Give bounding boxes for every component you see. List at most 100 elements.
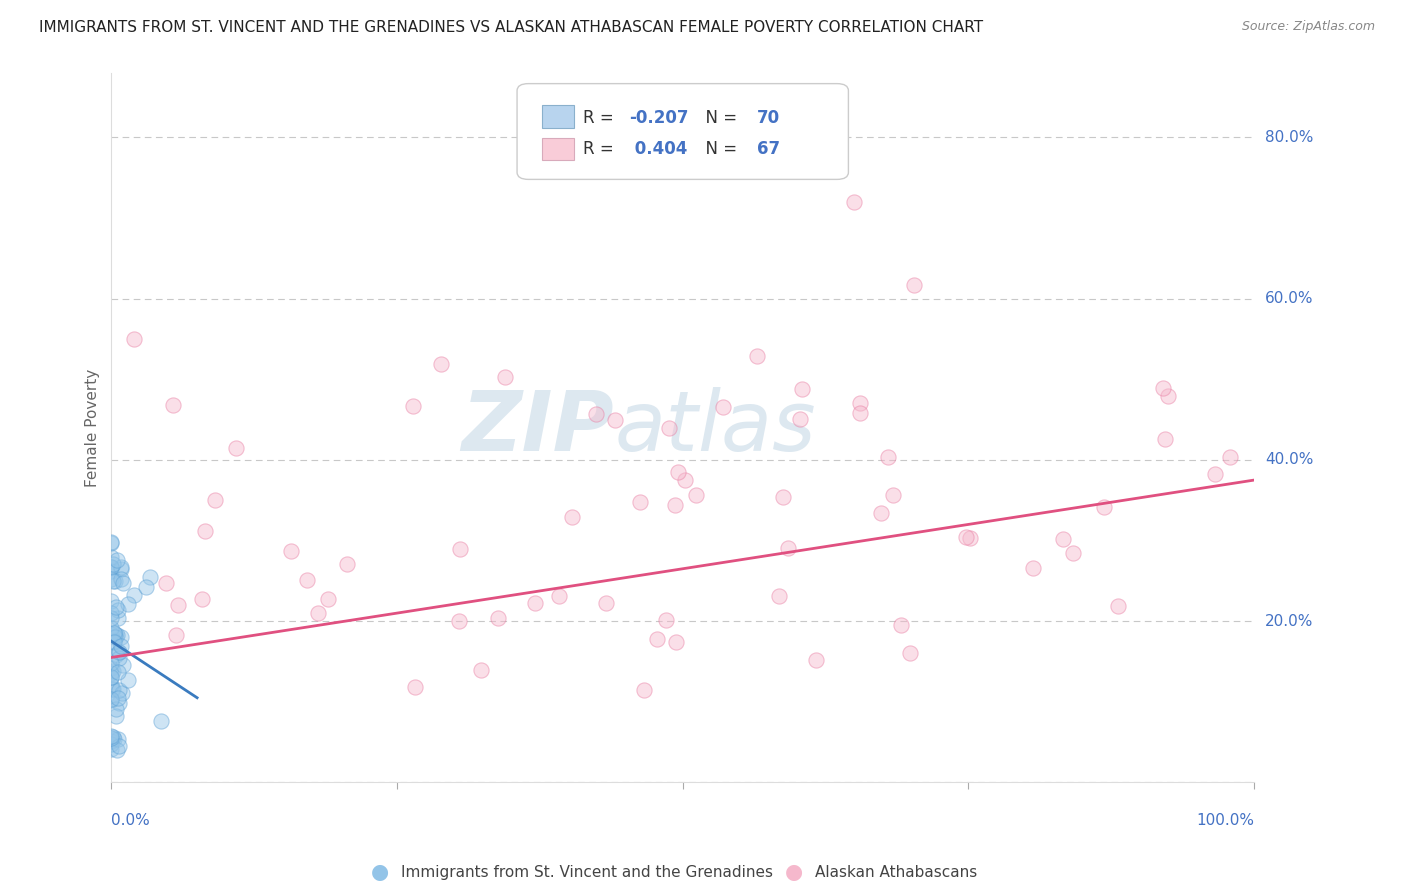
Point [1094, 500, 1116, 515]
Point [100, 734, 122, 748]
Point [107, 732, 129, 747]
Point [898, 646, 921, 660]
Point [103, 635, 125, 649]
Point [494, 370, 516, 384]
Text: -0.207: -0.207 [628, 109, 689, 127]
Text: Alaskan Athabascans: Alaskan Athabascans [815, 865, 977, 880]
Point [111, 686, 134, 700]
Point [101, 664, 124, 678]
Text: R =: R = [583, 109, 619, 127]
Text: 60.0%: 60.0% [1265, 291, 1313, 306]
Point [100, 670, 122, 684]
Point [103, 682, 125, 697]
Point [110, 630, 132, 644]
Point [100, 737, 122, 751]
Point [100, 742, 122, 756]
Point [122, 588, 145, 602]
Point [100, 622, 122, 636]
Point [890, 618, 912, 632]
Point [959, 531, 981, 545]
Point [772, 490, 794, 504]
Point [778, 541, 800, 555]
Point [1022, 561, 1045, 575]
Point [307, 606, 329, 620]
Point [105, 628, 128, 642]
Point [105, 553, 128, 567]
Point [100, 692, 122, 706]
Point [316, 591, 339, 606]
Point [110, 560, 132, 574]
Point [100, 610, 122, 624]
Point [101, 730, 124, 744]
Point [104, 574, 127, 589]
Text: 67: 67 [756, 140, 780, 158]
Point [595, 596, 617, 610]
Point [842, 194, 865, 209]
Point [655, 613, 678, 627]
Point [104, 626, 127, 640]
Point [789, 412, 811, 426]
Point [107, 611, 129, 625]
Point [117, 673, 139, 687]
Point [524, 596, 547, 610]
Point [149, 714, 172, 728]
Point [585, 408, 607, 422]
Point [882, 488, 904, 502]
Point [194, 524, 217, 538]
Point [1152, 381, 1174, 395]
Point [100, 666, 122, 681]
Point [903, 277, 925, 292]
Point [104, 600, 127, 615]
Text: 100.0%: 100.0% [1197, 813, 1254, 828]
Point [100, 594, 122, 608]
Text: IMMIGRANTS FROM ST. VINCENT AND THE GRENADINES VS ALASKAN ATHABASCAN FEMALE POVE: IMMIGRANTS FROM ST. VINCENT AND THE GREN… [39, 20, 983, 35]
Point [107, 665, 129, 679]
Point [100, 606, 122, 620]
Point [429, 357, 451, 371]
Point [768, 589, 790, 603]
Point [104, 702, 127, 716]
Point [447, 615, 470, 629]
FancyBboxPatch shape [517, 84, 848, 179]
Text: ZIP: ZIP [461, 387, 614, 468]
Point [107, 691, 129, 706]
Point [110, 562, 132, 576]
Point [603, 413, 626, 427]
Point [664, 498, 686, 512]
Point [107, 682, 129, 697]
Y-axis label: Female Poverty: Female Poverty [86, 368, 100, 487]
Point [675, 473, 697, 487]
Point [280, 544, 302, 558]
Point [103, 631, 125, 645]
Point [1157, 389, 1180, 403]
Point [103, 634, 125, 648]
Point [100, 536, 122, 550]
Point [107, 696, 129, 710]
Point [112, 658, 135, 673]
Point [100, 560, 122, 574]
Point [713, 401, 735, 415]
Text: 70: 70 [756, 109, 780, 127]
Point [100, 693, 122, 707]
Point [225, 442, 247, 456]
Point [100, 681, 122, 696]
Point [135, 580, 157, 594]
FancyBboxPatch shape [543, 105, 574, 128]
Point [1052, 533, 1074, 547]
Point [191, 592, 214, 607]
Point [100, 627, 122, 641]
Point [336, 557, 359, 571]
Text: ●: ● [786, 863, 803, 882]
Point [849, 396, 872, 410]
Point [402, 399, 425, 413]
Point [849, 406, 872, 420]
Point [100, 560, 122, 574]
Point [100, 656, 122, 670]
Point [628, 495, 651, 509]
Point [547, 589, 569, 603]
Text: Source: ZipAtlas.com: Source: ZipAtlas.com [1241, 20, 1375, 33]
Point [108, 644, 131, 658]
Point [110, 639, 132, 653]
Point [870, 506, 893, 520]
Point [165, 627, 187, 641]
